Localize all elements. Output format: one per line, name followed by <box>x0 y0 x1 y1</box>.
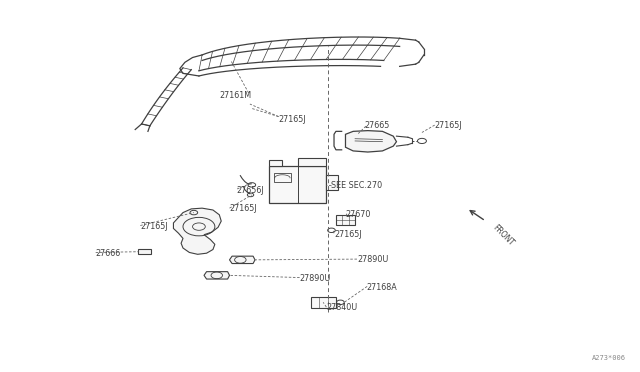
Text: 27666: 27666 <box>96 249 121 258</box>
Polygon shape <box>346 131 396 152</box>
Text: 27890U: 27890U <box>300 274 331 283</box>
Text: 27656J: 27656J <box>236 186 264 195</box>
Text: 27168A: 27168A <box>366 283 397 292</box>
Polygon shape <box>311 297 336 308</box>
Text: 27165J: 27165J <box>435 121 462 129</box>
Text: 27840U: 27840U <box>326 303 358 312</box>
Polygon shape <box>269 160 282 166</box>
Text: 27165J: 27165J <box>230 204 257 214</box>
Text: SEE SEC.270: SEE SEC.270 <box>332 182 383 190</box>
Polygon shape <box>298 158 326 166</box>
Text: FRONT: FRONT <box>491 223 516 248</box>
Text: A273*006: A273*006 <box>592 355 626 361</box>
Polygon shape <box>269 166 326 203</box>
Text: 27665: 27665 <box>365 121 390 129</box>
Text: 27165J: 27165J <box>334 230 362 239</box>
Polygon shape <box>204 272 230 279</box>
Polygon shape <box>173 208 221 254</box>
Text: 27161M: 27161M <box>220 91 252 100</box>
Polygon shape <box>230 256 255 263</box>
Polygon shape <box>336 215 355 225</box>
Text: 27670: 27670 <box>346 210 371 219</box>
Polygon shape <box>326 175 338 190</box>
Text: 27890U: 27890U <box>357 255 388 264</box>
Text: 27165J: 27165J <box>140 222 168 231</box>
Text: 27165J: 27165J <box>278 115 306 124</box>
Polygon shape <box>138 249 151 254</box>
